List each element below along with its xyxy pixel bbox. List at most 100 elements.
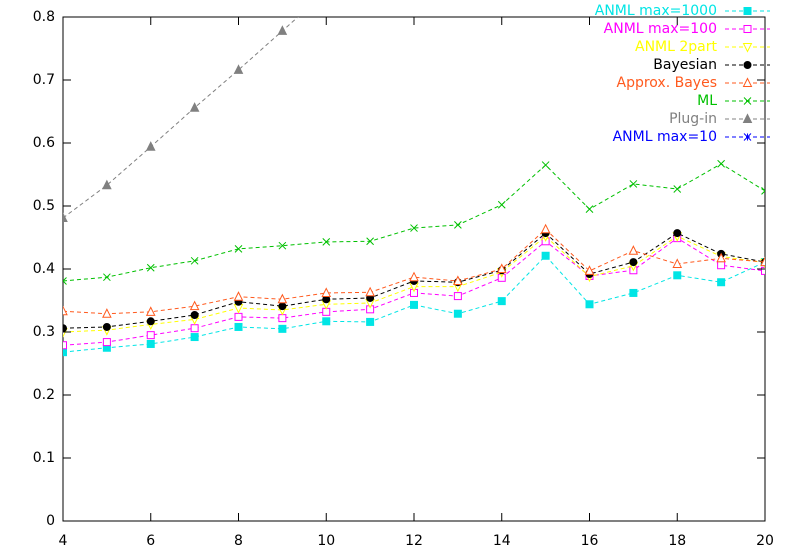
marker	[453, 292, 462, 301]
marker	[761, 187, 765, 195]
marker	[146, 339, 155, 348]
marker	[63, 324, 67, 333]
marker	[496, 263, 507, 273]
marker	[277, 25, 288, 35]
marker	[743, 61, 752, 69]
marker	[63, 305, 68, 316]
plot-area	[63, 17, 765, 357]
marker	[541, 251, 550, 260]
marker	[629, 180, 638, 188]
marker	[103, 273, 111, 282]
marker	[366, 237, 374, 246]
marker	[102, 179, 112, 190]
marker	[584, 265, 595, 275]
plot-frame	[62, 16, 766, 522]
y-tick-label: 0.3	[33, 324, 55, 340]
marker	[189, 300, 200, 311]
marker	[497, 200, 506, 209]
marker	[742, 77, 753, 87]
marker	[233, 291, 244, 301]
y-tick-label: 0.4	[33, 261, 55, 277]
x-tick-label: 18	[668, 533, 686, 549]
legend-label: ANML max=1000	[595, 3, 717, 19]
legend-label: Plug-in	[669, 111, 717, 127]
y-tick-label: 0.1	[33, 450, 55, 466]
marker	[145, 306, 156, 316]
marker	[716, 252, 726, 263]
marker	[278, 241, 287, 250]
marker	[761, 266, 765, 275]
marker	[63, 277, 67, 285]
marker	[717, 159, 725, 168]
marker	[743, 25, 752, 33]
marker	[453, 275, 463, 285]
x-tick-label: 20	[756, 533, 774, 549]
marker	[673, 229, 682, 238]
marker	[190, 310, 199, 319]
marker	[717, 261, 726, 270]
marker	[454, 221, 462, 229]
marker	[366, 317, 375, 326]
marker	[277, 293, 288, 304]
marker	[628, 245, 639, 255]
marker	[717, 278, 726, 287]
y-tick-label: 0	[46, 513, 55, 529]
y-tick-label: 0.2	[33, 387, 55, 403]
marker	[673, 271, 682, 280]
marker	[234, 312, 243, 321]
marker	[629, 258, 638, 267]
marker	[410, 224, 418, 232]
marker	[585, 205, 594, 214]
marker	[672, 258, 683, 268]
marker	[145, 141, 156, 151]
x-tick-label: 8	[234, 533, 243, 549]
marker	[541, 161, 550, 169]
marker	[63, 348, 67, 357]
x-tick-label: 14	[493, 533, 511, 549]
marker	[497, 297, 506, 306]
marker	[365, 286, 375, 297]
legend-label: ML	[697, 93, 717, 109]
marker	[322, 317, 331, 326]
legend-label: ANML max=10	[613, 129, 717, 145]
series-line	[63, 163, 765, 282]
marker	[673, 185, 682, 193]
marker	[190, 333, 199, 342]
marker	[585, 300, 594, 309]
marker	[146, 331, 155, 340]
marker	[742, 43, 753, 53]
x-tick-label: 6	[146, 533, 155, 549]
marker	[189, 102, 200, 112]
marker	[760, 256, 765, 267]
legend-label: Bayesian	[653, 57, 717, 73]
marker	[63, 341, 67, 350]
marker	[146, 317, 155, 326]
marker	[743, 133, 752, 141]
y-tick-label: 0.6	[33, 135, 55, 151]
marker	[102, 308, 112, 318]
marker	[234, 322, 243, 331]
x-tick-label: 16	[581, 533, 599, 549]
y-tick-label: 0.5	[33, 198, 55, 214]
marker	[321, 287, 332, 297]
marker	[409, 271, 419, 282]
marker	[742, 113, 753, 123]
legend-label: ANML max=100	[604, 21, 717, 37]
marker	[102, 338, 111, 347]
marker	[146, 263, 155, 272]
marker	[743, 7, 752, 15]
marker	[322, 238, 331, 246]
marker	[278, 302, 287, 311]
x-tick-label: 12	[405, 533, 423, 549]
marker	[102, 322, 111, 331]
y-tick-label: 0.7	[33, 72, 55, 88]
marker	[410, 300, 418, 309]
marker	[234, 244, 243, 253]
x-tick-label: 4	[59, 533, 68, 549]
y-tick-label: 0.8	[33, 9, 55, 25]
marker	[233, 64, 244, 74]
marker	[453, 309, 462, 318]
x-tick-label: 10	[317, 533, 335, 549]
